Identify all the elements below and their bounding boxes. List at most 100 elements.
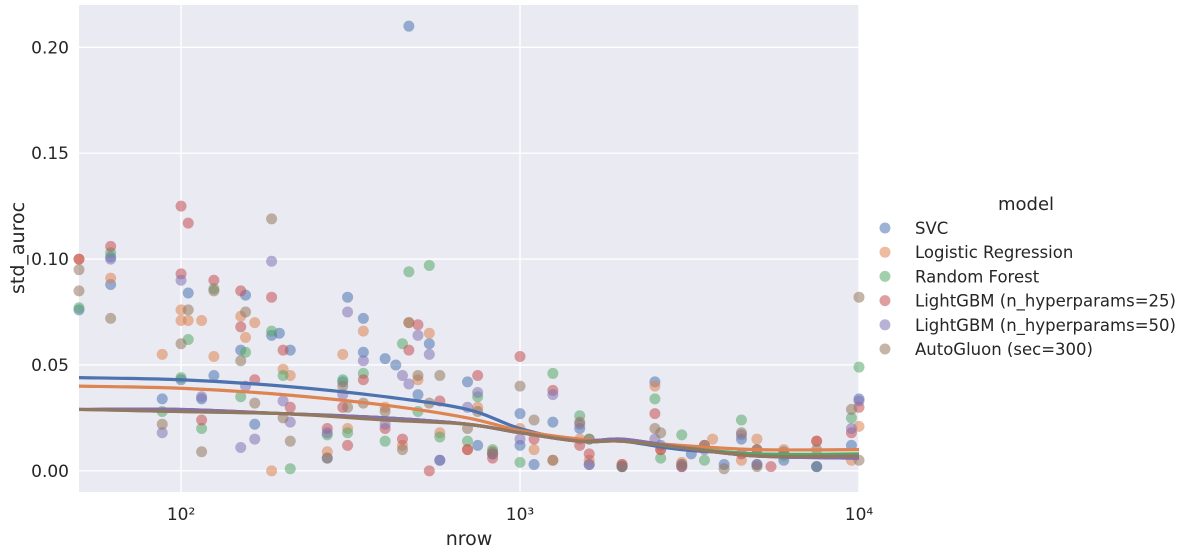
data-point xyxy=(853,291,865,303)
data-point xyxy=(707,433,719,445)
data-point xyxy=(266,255,278,267)
data-point xyxy=(196,391,208,403)
data-point xyxy=(547,454,559,466)
data-point xyxy=(649,380,661,392)
data-point xyxy=(277,370,289,382)
legend: model SVC Logistic Regression Random Fores… xyxy=(879,194,1176,359)
data-point xyxy=(73,264,85,276)
data-point xyxy=(462,376,474,388)
data-point xyxy=(156,393,168,405)
legend-label: Random Forest xyxy=(915,267,1040,286)
y-tick-label: 0.05 xyxy=(31,356,69,376)
data-point xyxy=(412,319,424,331)
data-point xyxy=(403,344,415,356)
data-point xyxy=(235,442,247,454)
legend-label: SVC xyxy=(915,219,948,238)
data-point xyxy=(434,431,446,443)
data-point xyxy=(845,422,857,434)
data-point xyxy=(208,285,220,297)
data-point xyxy=(342,439,354,451)
data-point xyxy=(379,435,391,447)
smooth-line xyxy=(78,384,860,452)
data-point xyxy=(396,444,408,456)
data-point xyxy=(357,346,369,358)
data-point xyxy=(472,386,484,398)
x-tick-label: 10³ xyxy=(506,505,534,525)
data-point xyxy=(676,458,688,470)
legend-marker xyxy=(879,319,891,331)
data-point xyxy=(249,397,261,409)
data-point xyxy=(284,401,296,413)
data-point xyxy=(182,314,194,326)
data-point xyxy=(462,444,474,456)
data-point xyxy=(105,240,117,252)
data-point xyxy=(853,395,865,407)
data-point xyxy=(434,454,446,466)
data-point xyxy=(337,348,349,360)
x-tick-label: 10² xyxy=(167,505,195,525)
y-tick-label: 0.00 xyxy=(31,462,69,482)
data-point xyxy=(235,285,247,297)
smooth-line xyxy=(78,407,860,459)
data-point xyxy=(175,200,187,212)
data-point xyxy=(412,389,424,401)
data-point xyxy=(196,446,208,458)
data-point xyxy=(342,306,354,318)
data-point xyxy=(472,439,484,451)
data-point xyxy=(655,452,667,464)
legend-label: LightGBM (n_hyperparams=50) xyxy=(915,316,1176,336)
data-point xyxy=(175,274,187,286)
data-point xyxy=(266,213,278,225)
data-point xyxy=(235,391,247,403)
data-point xyxy=(396,370,408,382)
data-point xyxy=(105,253,117,265)
data-point xyxy=(182,217,194,229)
data-point xyxy=(357,374,369,386)
data-point xyxy=(423,338,435,350)
data-point xyxy=(514,380,526,392)
data-point xyxy=(196,414,208,426)
data-point xyxy=(284,435,296,447)
data-point xyxy=(208,274,220,286)
data-point xyxy=(845,412,857,424)
legend-marker xyxy=(879,295,891,307)
data-point xyxy=(423,465,435,477)
data-point xyxy=(649,393,661,405)
data-point xyxy=(412,370,424,382)
data-point xyxy=(472,370,484,382)
data-point xyxy=(735,414,747,426)
data-point xyxy=(718,463,730,475)
data-point xyxy=(528,414,540,426)
data-point xyxy=(277,395,289,407)
data-point xyxy=(277,344,289,356)
data-point xyxy=(342,401,354,413)
data-point xyxy=(528,458,540,470)
legend-label: AutoGluon (sec=300) xyxy=(915,340,1093,359)
data-point xyxy=(676,429,688,441)
data-point xyxy=(765,461,777,473)
data-point xyxy=(547,367,559,379)
legend-label: Logistic Regression xyxy=(915,243,1073,262)
data-point xyxy=(342,427,354,439)
data-point xyxy=(403,266,415,278)
y-tick-label: 0.10 xyxy=(31,250,69,270)
data-point xyxy=(156,348,168,360)
data-point xyxy=(105,272,117,284)
data-point xyxy=(487,446,499,458)
data-point xyxy=(235,355,247,367)
data-point xyxy=(655,427,667,439)
legend-marker xyxy=(879,222,891,234)
data-point xyxy=(240,346,252,358)
data-point xyxy=(321,427,333,439)
data-point xyxy=(853,361,865,373)
smooth-lines xyxy=(78,376,860,460)
data-point xyxy=(240,331,252,343)
data-point xyxy=(811,435,823,447)
data-point xyxy=(434,370,446,382)
data-point xyxy=(196,422,208,434)
data-point xyxy=(514,350,526,362)
data-point xyxy=(105,312,117,324)
data-point xyxy=(574,416,586,428)
data-point xyxy=(379,406,391,418)
legend-title: model xyxy=(998,194,1054,215)
